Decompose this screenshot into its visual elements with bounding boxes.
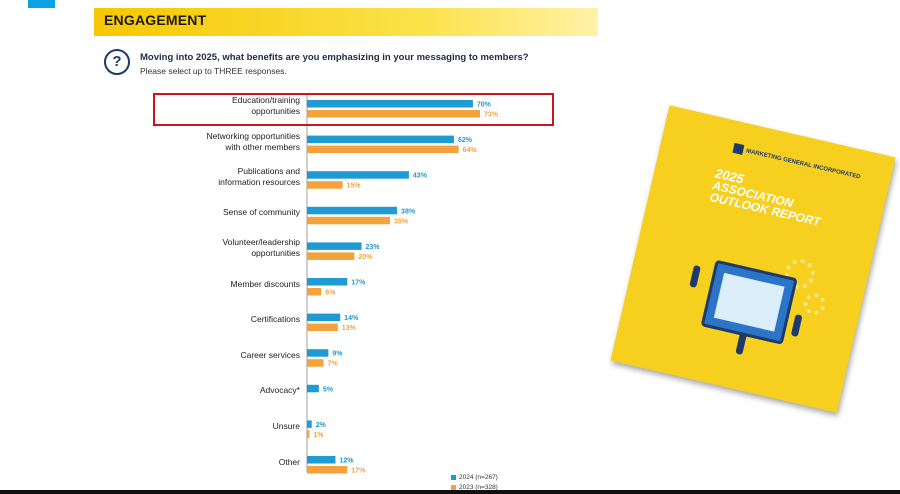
category-label: Other — [278, 456, 300, 467]
bar-2024 — [307, 349, 329, 357]
bar-2023 — [307, 252, 355, 260]
legend-swatch-2023 — [451, 484, 456, 490]
value-label: 2% — [316, 422, 327, 429]
category-label: Certifications — [250, 314, 300, 325]
bar-2023 — [307, 323, 338, 332]
value-label: 64% — [463, 147, 478, 154]
category-label: Sense of community — [222, 207, 300, 218]
bar-2024 — [307, 278, 348, 286]
value-label: 5% — [323, 386, 334, 393]
person-illustration — [735, 332, 748, 356]
category-label: Member discounts — [230, 278, 300, 289]
bar-2023 — [307, 216, 390, 225]
bar-2024 — [307, 242, 362, 250]
value-label: 9% — [332, 351, 343, 358]
value-label: 14% — [344, 315, 359, 322]
cover-brand: MARKETING GENERAL INCORPORATED — [745, 148, 861, 181]
category-label: Volunteer/leadership opportunities — [222, 237, 300, 259]
bar-2024 — [307, 456, 336, 464]
value-label: 62% — [458, 137, 473, 144]
value-label: 20% — [358, 254, 373, 261]
legend-label-2023: 2023 (n=328) — [459, 484, 498, 491]
category-label: Education/training opportunities — [231, 95, 300, 116]
value-label: 12% — [339, 458, 354, 465]
bar-2024 — [307, 313, 341, 322]
brand-mark-icon — [732, 142, 745, 155]
category-label: Advocacy* — [259, 385, 300, 396]
value-label: 17% — [351, 280, 366, 287]
value-label: 73% — [484, 112, 499, 119]
cover-monitor-illustration — [700, 259, 798, 345]
legend-2024: 2024 (n=267) — [451, 474, 498, 482]
bar-2023 — [307, 288, 322, 296]
value-label: 38% — [401, 208, 416, 215]
category-label: Career services — [240, 349, 300, 360]
bar-2024 — [307, 384, 319, 393]
value-label: 17% — [351, 468, 366, 475]
value-label: 70% — [477, 102, 492, 109]
person-illustration — [790, 314, 803, 338]
bar-2024 — [307, 171, 409, 179]
cover-logo: MARKETING GENERAL INCORPORATED — [732, 142, 861, 182]
bottom-bar — [0, 490, 900, 494]
bar-2023 — [307, 430, 310, 438]
person-illustration — [689, 264, 701, 288]
value-label: 23% — [366, 244, 381, 251]
value-label: 7% — [328, 361, 339, 368]
category-label: Unsure — [272, 420, 300, 431]
value-label: 15% — [347, 183, 362, 190]
question-bubble-icon: ? — [104, 49, 130, 75]
bar-2024 — [307, 135, 454, 144]
value-label: 6% — [325, 290, 336, 297]
corner-accent — [28, 0, 55, 8]
value-label: 1% — [313, 432, 324, 439]
bar-2023 — [307, 110, 481, 118]
cover-screen — [713, 272, 785, 332]
question-text: Moving into 2025, what benefits are you … — [140, 52, 529, 63]
bar-2023 — [307, 466, 348, 474]
bar-2023 — [307, 145, 459, 154]
legend-label-2024: 2024 (n=267) — [459, 474, 498, 481]
highlight-box — [153, 93, 554, 126]
question-instructions: Please select up to THREE responses. — [140, 66, 287, 76]
category-label: Networking opportunities with other membe… — [206, 130, 300, 152]
cover-title: ASSOCIATION OUTLOOK REPORT — [708, 178, 822, 229]
section-header-band — [94, 8, 598, 36]
section-title: ENGAGEMENT — [104, 12, 207, 28]
gear-icon — [801, 290, 828, 318]
bar-2023 — [307, 181, 343, 189]
value-label: 13% — [342, 325, 357, 332]
legend-2023: 2023 (n=328) — [451, 484, 498, 492]
value-label: 43% — [413, 173, 428, 180]
bar-2024 — [307, 420, 312, 428]
bar-2024 — [307, 100, 473, 108]
legend-swatch-2024 — [451, 474, 456, 480]
category-label: Publications and information resources — [218, 166, 300, 188]
value-label: 35% — [394, 218, 409, 225]
bar-2023 — [307, 359, 324, 367]
bar-2024 — [307, 206, 398, 215]
